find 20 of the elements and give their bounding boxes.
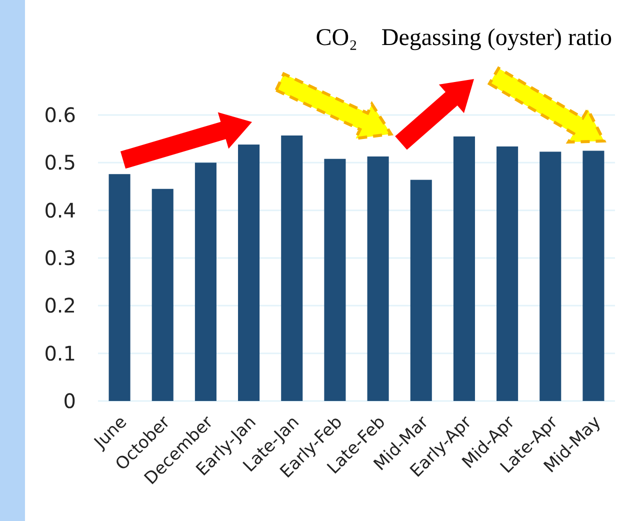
bar (152, 188, 174, 401)
y-tick-label: 0.3 (44, 246, 76, 270)
bar (582, 150, 604, 401)
y-tick-label: 0 (63, 389, 76, 413)
y-tick-label: 0.6 (44, 103, 76, 127)
y-tick-label: 0.2 (44, 294, 76, 318)
bar (324, 158, 346, 401)
bar (194, 162, 216, 401)
bar (410, 180, 432, 401)
bar (540, 152, 562, 401)
bar (367, 156, 389, 401)
bar (238, 144, 260, 401)
y-tick-label: 0.5 (44, 150, 76, 175)
bar (108, 174, 130, 401)
y-tick-label: 0.4 (44, 198, 76, 222)
chart-title: CO₂ Degassing (oyster) ratio (316, 25, 612, 51)
y-tick-label: 0.1 (44, 341, 76, 366)
bar (453, 136, 475, 401)
bar (281, 135, 303, 401)
bar (496, 146, 518, 401)
